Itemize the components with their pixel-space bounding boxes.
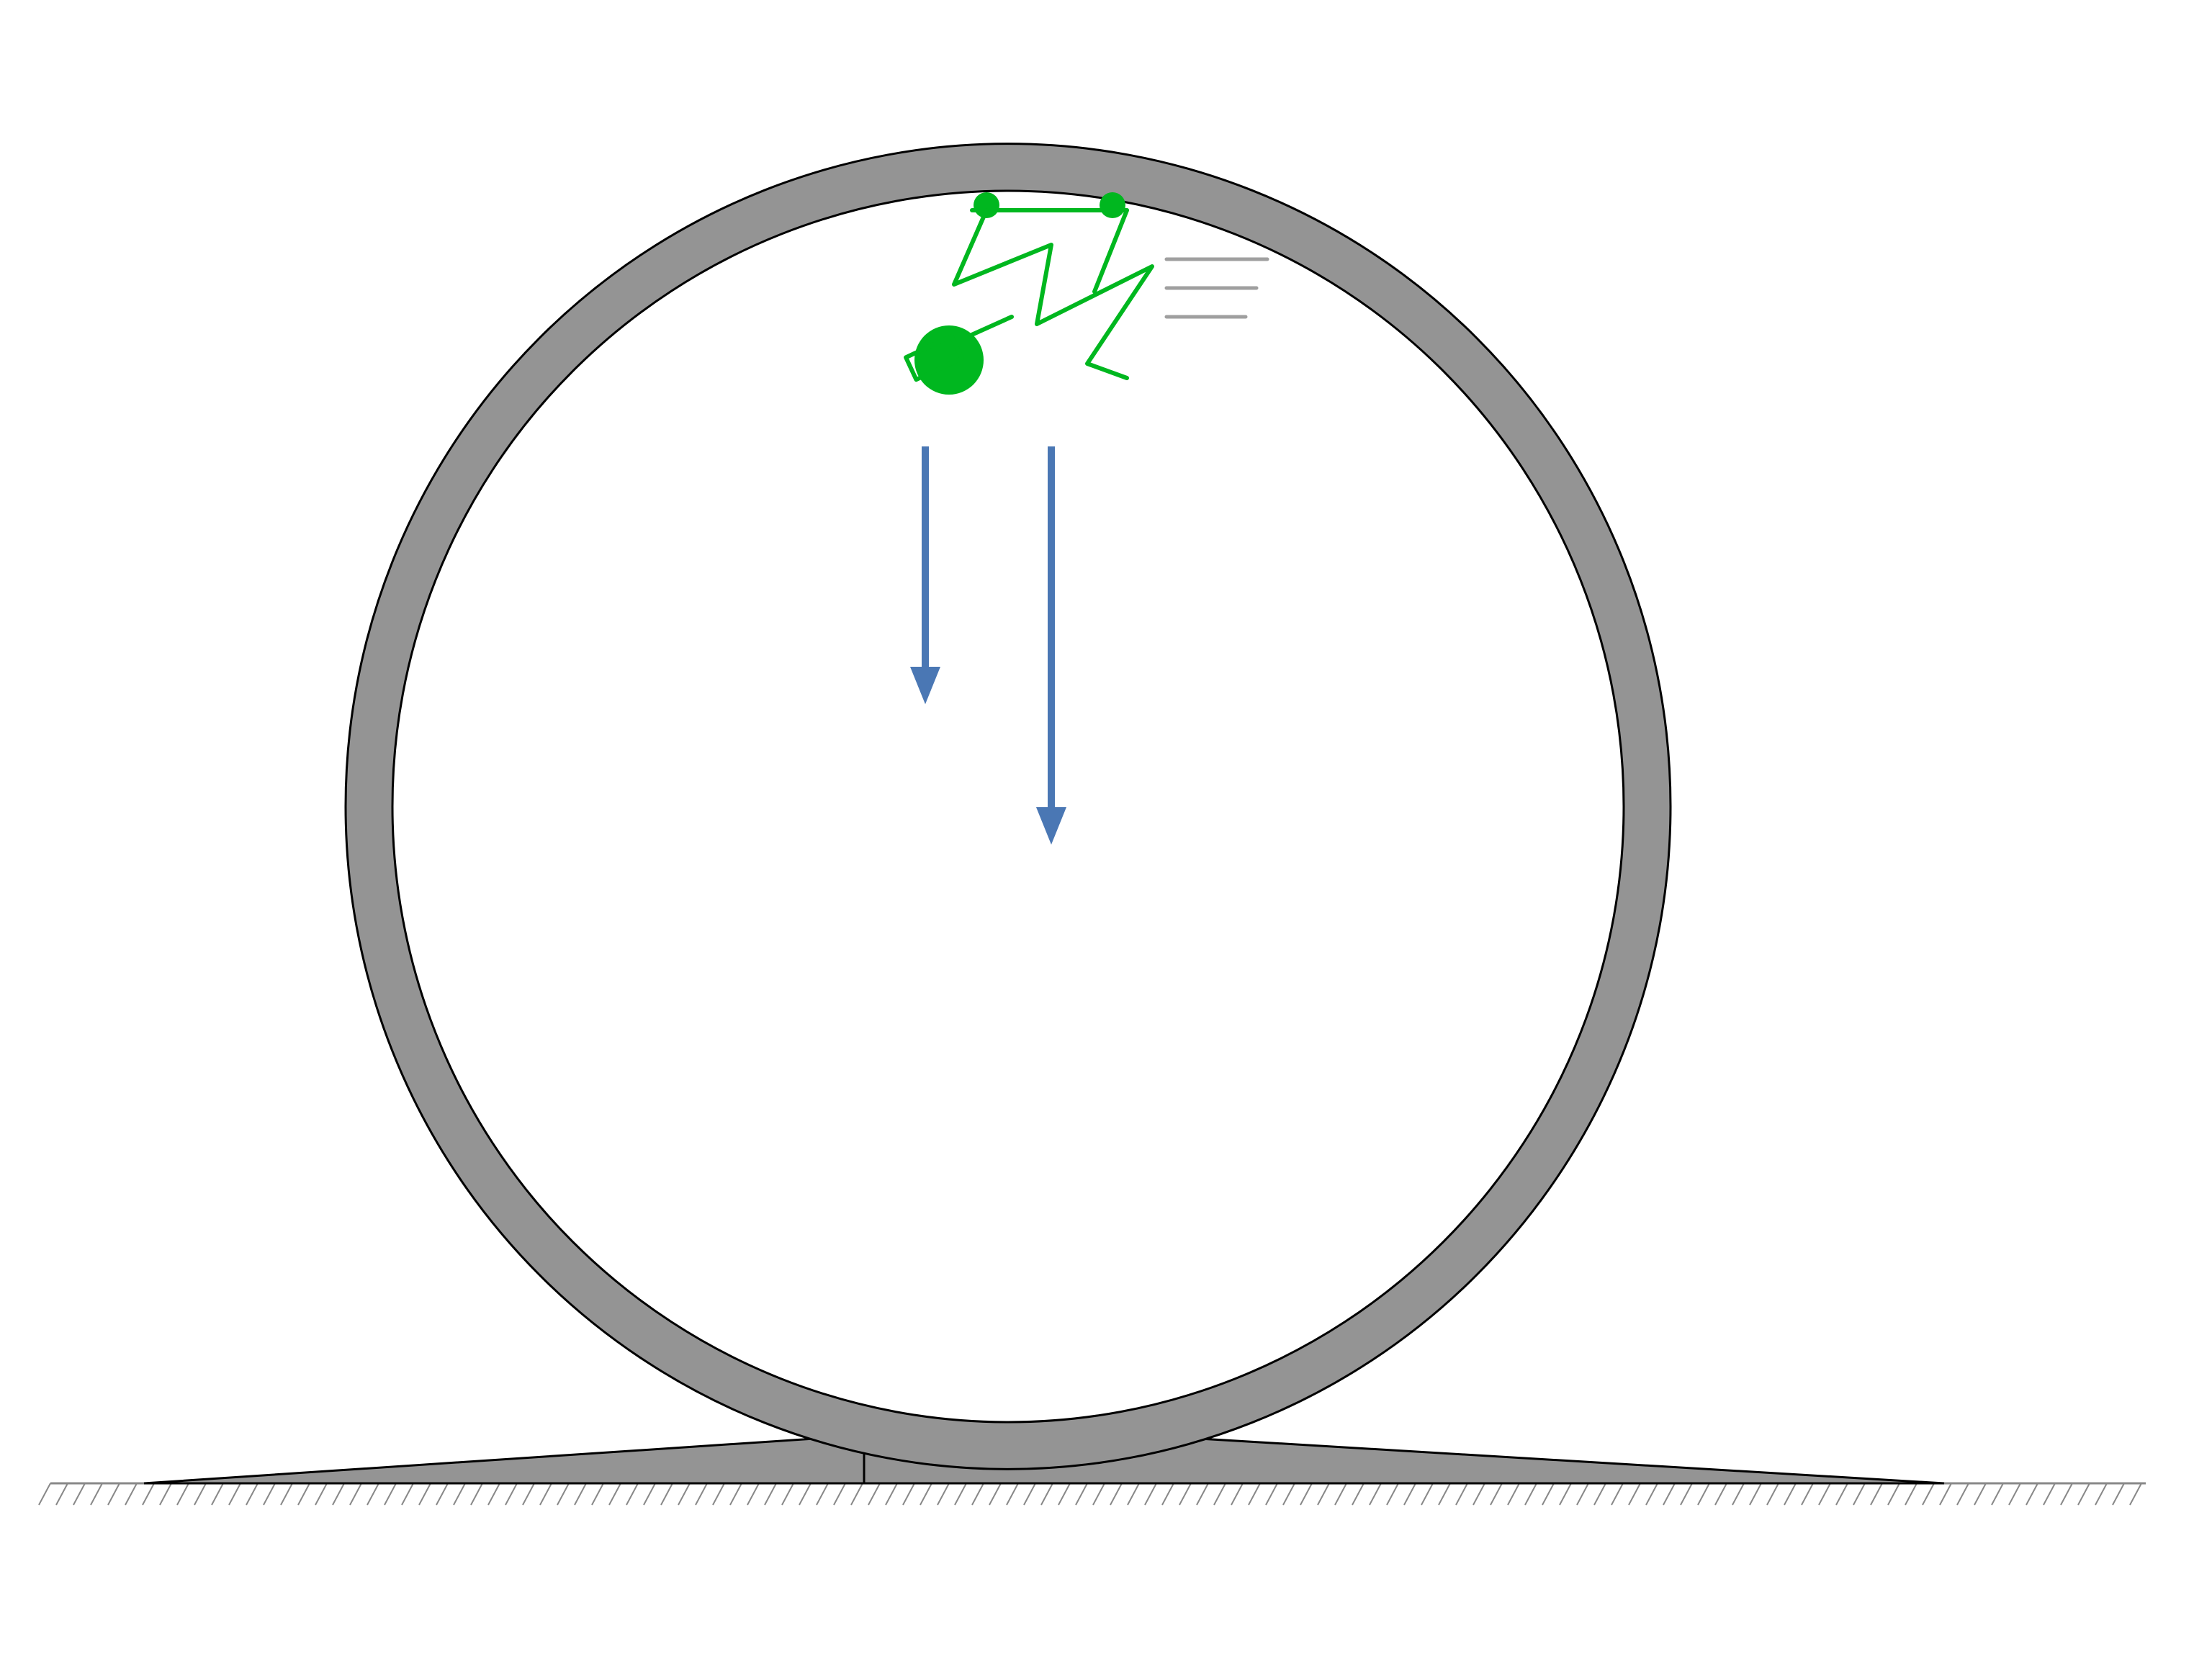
diagram-svg <box>0 0 2212 1659</box>
background <box>0 0 2212 1659</box>
physics-loop-diagram <box>0 0 2212 1659</box>
cart-wheel <box>1100 192 1125 218</box>
